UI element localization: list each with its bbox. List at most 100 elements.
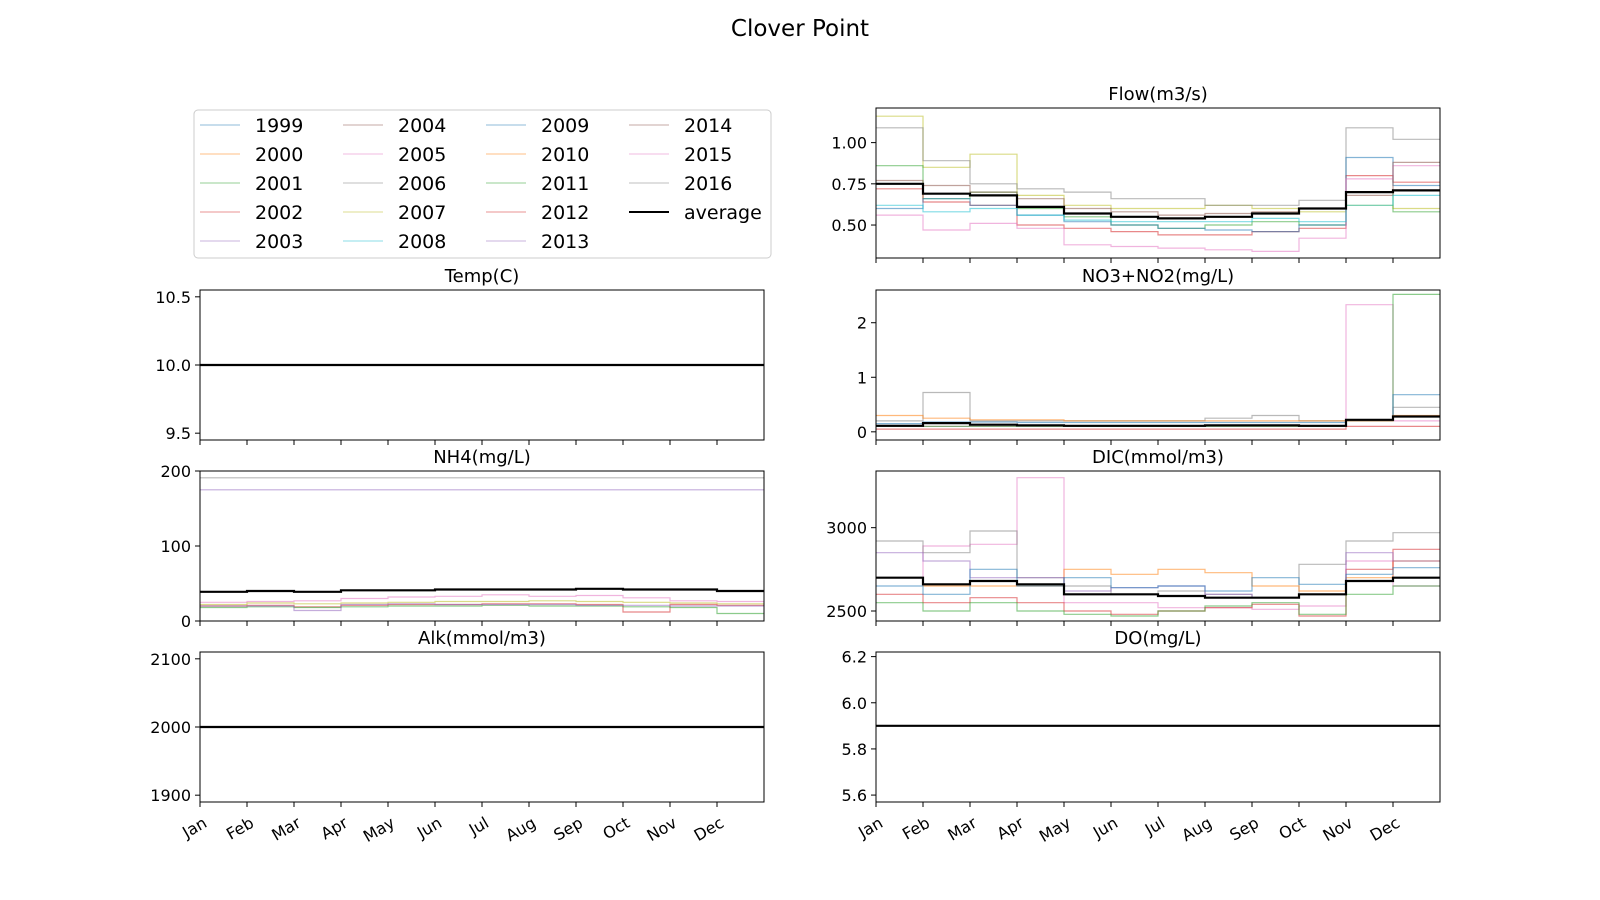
y-tick-label-temp-c: 10.0 [155,356,191,375]
plot-frame-do-mg-l [875,651,1441,803]
panel-do-mg-l: DO(mg/L) 5.6 5.8 6.0 6.2 Jan Feb Mar Apr May Jun Ju… [842,628,1441,846]
x-tick-label-alk-mmol-m3-jun: Jun [413,813,445,842]
y-tick-label-flow-m3-s: 0.50 [831,216,867,235]
panel-title-no3-no2-mg-l: NO3+NO2(mg/L) [1082,266,1234,287]
legend-label-2005: 2005 [398,144,446,166]
x-tick-label-do-mg-l-aug: Aug [1178,813,1215,845]
legend-label-2013: 2013 [541,231,589,253]
x-tick-label-alk-mmol-m3-oct: Oct [600,813,633,843]
x-tick-label-do-mg-l-jan: Jan [854,813,886,842]
series-line-flow-m3-s-2014 [876,161,1440,216]
y-tick-label-no3-no2-mg-l: 2 [857,314,867,333]
series-line-no3-no2-mg-l-2011 [876,293,1440,427]
y-tick-label-nh4-mg-l: 200 [160,462,191,481]
series-line-flow-m3-s-2007 [876,115,1440,213]
y-tick-label-alk-mmol-m3: 2100 [150,650,191,669]
legend-label-2006: 2006 [398,173,446,195]
figure-title: Clover Point [731,16,869,42]
y-tick-label-flow-m3-s: 0.75 [831,175,867,194]
x-tick-label-do-mg-l-jul: Jul [1141,813,1168,840]
y-tick-label-nh4-mg-l: 100 [160,537,191,556]
y-tick-label-temp-c: 10.5 [155,288,191,307]
x-tick-label-do-mg-l-jun: Jun [1089,813,1121,842]
series-line-nh4-mg-l-2013 [200,603,764,612]
series-line-dic-mmol-m3-2011 [876,585,1440,617]
panel-title-alk-mmol-m3: Alk(mmol/m3) [418,628,546,649]
x-tick-label-alk-mmol-m3-dec: Dec [691,813,727,845]
series-line-nh4-mg-l-2007 [200,600,764,606]
x-tick-label-alk-mmol-m3-jan: Jan [178,813,210,842]
panel-title-do-mg-l: DO(mg/L) [1114,628,1201,649]
legend-label-2012: 2012 [541,202,589,224]
series-line-flow-m3-s-2005 [876,165,1440,252]
series-line-no3-no2-mg-l-2015 [876,304,1440,427]
plot-frame-no3-no2-mg-l [875,289,1441,441]
x-tick-label-do-mg-l-sep: Sep [1226,813,1262,845]
panel-no3-no2-mg-l: NO3+NO2(mg/L) 0 1 2 [857,266,1441,445]
legend-label-average: average [684,202,762,224]
legend: 1999 2000 2001 2002 2003 2004 2005 2006 2007 2008… [193,109,772,259]
series-line-no3-no2-mg-l-average [876,415,1440,427]
plot-frame-nh4-mg-l [199,470,765,622]
legend-label-2008: 2008 [398,231,446,253]
panel-title-temp-c: Temp(C) [444,266,520,287]
legend-label-2002: 2002 [255,202,303,224]
y-tick-label-alk-mmol-m3: 1900 [150,786,191,805]
y-tick-label-alk-mmol-m3: 2000 [150,718,191,737]
x-tick-label-alk-mmol-m3-sep: Sep [550,813,586,845]
series-line-flow-m3-s-2008 [876,194,1440,223]
legend-label-1999: 1999 [255,115,303,137]
y-tick-label-dic-mmol-m3: 3000 [826,519,867,538]
x-tick-label-alk-mmol-m3-jul: Jul [465,813,492,840]
legend-label-2009: 2009 [541,115,589,137]
y-tick-label-dic-mmol-m3: 2500 [826,602,867,621]
y-tick-label-do-mg-l: 5.6 [842,786,867,805]
legend-label-2011: 2011 [541,173,589,195]
x-tick-label-do-mg-l-may: May [1036,813,1074,846]
x-tick-label-do-mg-l-apr: Apr [994,813,1028,844]
legend-label-2016: 2016 [684,173,732,195]
x-tick-label-do-mg-l-oct: Oct [1276,813,1309,843]
x-tick-label-alk-mmol-m3-feb: Feb [223,813,257,844]
panel-flow-m3-s: Flow(m3/s) 0.50 0.75 1.00 [831,84,1441,263]
panel-nh4-mg-l: NH4(mg/L) 0 100 200 [160,447,765,631]
y-tick-label-do-mg-l: 6.0 [842,694,867,713]
legend-label-2000: 2000 [255,144,303,166]
legend-label-2010: 2010 [541,144,589,166]
x-tick-label-alk-mmol-m3-apr: Apr [318,813,352,844]
y-tick-label-do-mg-l: 6.2 [842,648,867,667]
panel-title-dic-mmol-m3: DIC(mmol/m3) [1092,447,1224,468]
x-tick-label-do-mg-l-mar: Mar [944,813,980,845]
panel-title-nh4-mg-l: NH4(mg/L) [433,447,531,468]
legend-label-2001: 2001 [255,173,303,195]
x-tick-label-do-mg-l-nov: Nov [1319,813,1356,845]
panel-alk-mmol-m3: Alk(mmol/m3) 1900 2000 2100 Jan Feb Mar Apr May J… [150,628,765,846]
y-tick-label-no3-no2-mg-l: 1 [857,368,867,387]
panel-temp-c: Temp(C) 9.5 10.0 10.5 [155,266,765,445]
y-tick-label-no3-no2-mg-l: 0 [857,423,867,442]
series-line-dic-mmol-m3-2005 [876,477,1440,610]
y-tick-label-flow-m3-s: 1.00 [831,134,867,153]
panel-title-flow-m3-s: Flow(m3/s) [1108,84,1208,105]
series-line-nh4-mg-l-2005 [200,594,764,603]
legend-label-2015: 2015 [684,144,732,166]
x-tick-label-do-mg-l-dec: Dec [1367,813,1403,845]
legend-label-2014: 2014 [684,115,732,137]
x-tick-label-do-mg-l-feb: Feb [899,813,933,844]
x-tick-label-alk-mmol-m3-nov: Nov [643,813,680,845]
series-line-dic-mmol-m3-average [876,576,1440,599]
legend-frame [193,109,772,259]
series-line-flow-m3-s-average [876,182,1440,220]
x-tick-label-alk-mmol-m3-aug: Aug [502,813,539,845]
y-tick-label-temp-c: 9.5 [166,424,191,443]
legend-label-2007: 2007 [398,202,446,224]
legend-label-2003: 2003 [255,231,303,253]
panel-dic-mmol-m3: DIC(mmol/m3) 2500 3000 [826,447,1441,626]
legend-label-2004: 2004 [398,115,446,137]
series-line-no3-no2-mg-l-2006 [876,391,1440,422]
x-tick-label-alk-mmol-m3-mar: Mar [268,813,304,845]
y-tick-label-do-mg-l: 5.8 [842,740,867,759]
x-tick-label-alk-mmol-m3-may: May [360,813,398,846]
y-tick-label-nh4-mg-l: 0 [181,612,191,631]
